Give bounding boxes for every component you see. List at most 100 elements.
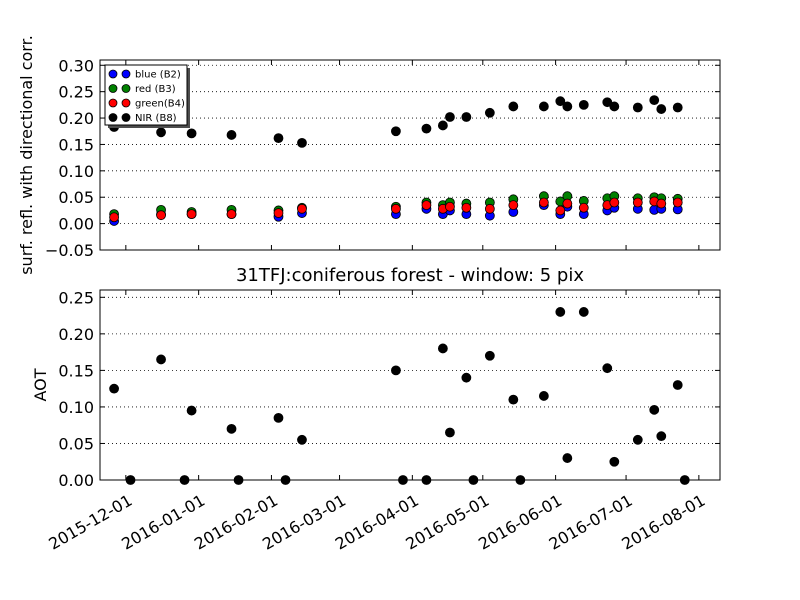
reflectance-point-series-3 (391, 126, 401, 137)
legend-label: NIR (B8) (135, 113, 177, 124)
reflectance-point-series-3 (672, 102, 683, 113)
aot-y-tick-label: 0.20 (58, 325, 94, 344)
reflectance-y-tick-label: 0.30 (58, 56, 94, 75)
aot-y-ticks: 0.00 0.05 0.10 0.15 0.20 0.25 (58, 288, 720, 490)
reflectance-point-series-2 (109, 212, 119, 223)
aot-point-series-0 (632, 434, 643, 445)
aot-plot-title: 31TFJ:coniferous forest - window: 5 pix (236, 265, 584, 286)
aot-point-series-0 (672, 380, 683, 390)
reflectance-point-series-2 (632, 197, 643, 208)
reflectance-point-series-3 (609, 101, 620, 112)
reflectance-y-tick-label: 0.10 (58, 162, 94, 181)
reflectance-point-series-2 (273, 208, 284, 218)
reflectance-y-tick-label: 0.00 (58, 215, 94, 234)
reflectance-point-series-2 (578, 202, 589, 213)
aot-y-tick-label: 0.00 (58, 471, 94, 490)
reflectance-points (109, 95, 683, 226)
aot-point-series-0 (226, 423, 237, 434)
reflectance-point-series-2 (609, 197, 620, 208)
aot-y-tick-label: 0.10 (58, 398, 94, 417)
aot-point-series-0 (602, 363, 613, 374)
reflectance-y-tick-label: −0.05 (45, 241, 94, 260)
legend-items: blue (B2) red (B3) green(B4) NIR (B8) (108, 69, 185, 124)
reflectance-y-tick-label: 0.25 (58, 83, 94, 102)
legend-marker (121, 113, 131, 122)
reflectance-point-series-3 (156, 127, 166, 138)
reflectance-y-tick-label: 0.20 (58, 109, 94, 128)
reflectance-point-series-2 (484, 203, 495, 214)
aot-y-tick-label: 0.25 (58, 288, 94, 307)
reflectance-point-series-2 (226, 209, 237, 220)
reflectance-point-series-3 (578, 99, 589, 110)
reflectance-point-series-3 (297, 137, 307, 148)
reflectance-point-series-2 (297, 203, 307, 214)
legend-label: blue (B2) (135, 70, 181, 81)
legend-marker (108, 113, 118, 122)
reflectance-point-series-2 (461, 202, 472, 213)
reflectance-plot: −0.05 0.00 0.05 0.10 0.15 0.20 0.25 0.30 surf. … (17, 35, 721, 275)
aot-point-series-0 (437, 343, 448, 354)
reflectance-point-series-3 (421, 123, 432, 134)
reflectance-point-series-3 (538, 101, 549, 112)
reflectance-point-series-3 (437, 120, 448, 131)
aot-point-series-0 (562, 453, 573, 463)
reflectance-point-series-2 (672, 197, 683, 208)
legend-marker (121, 98, 131, 108)
reflectance-y-axis-label: surf. refl. with directional corr. (17, 35, 36, 275)
legend: blue (B2) red (B3) green(B4) NIR (B8) (104, 64, 190, 128)
aot-point-series-0 (273, 412, 284, 423)
reflectance-y-tick-label: 0.05 (58, 188, 94, 207)
reflectance-point-series-3 (602, 97, 613, 108)
legend-marker (108, 84, 118, 93)
reflectance-point-series-3 (445, 112, 455, 122)
reflectance-y-tick-label: 0.15 (58, 135, 94, 154)
reflectance-point-series-3 (226, 130, 237, 140)
legend-marker (121, 84, 131, 93)
reflectance-point-series-2 (445, 201, 455, 212)
aot-point-series-0 (578, 307, 589, 317)
reflectance-point-series-3 (273, 133, 284, 144)
reflectance-y-ticks: −0.05 0.00 0.05 0.10 0.15 0.20 0.25 0.30 (45, 56, 720, 260)
aot-point-series-0 (609, 456, 620, 467)
reflectance-point-series-2 (186, 209, 197, 220)
aot-point-series-0 (555, 307, 566, 317)
aot-point-series-0 (649, 404, 660, 415)
reflectance-point-series-2 (538, 197, 549, 208)
legend-marker (108, 69, 118, 79)
reflectance-point-series-2 (156, 210, 166, 221)
reflectance-point-series-3 (461, 112, 472, 122)
reflectance-point-series-3 (562, 101, 573, 112)
reflectance-point-series-3 (186, 128, 197, 139)
reflectance-point-series-2 (555, 205, 566, 216)
reflectance-point-series-2 (656, 198, 667, 209)
aot-point-series-0 (461, 372, 472, 383)
aot-point-series-0 (186, 405, 197, 416)
legend-marker (121, 69, 131, 79)
reflectance-point-series-2 (391, 203, 401, 214)
aot-point-series-0 (156, 354, 166, 365)
aot-plot-frame (99, 289, 721, 481)
reflectance-point-series-2 (508, 200, 519, 211)
reflectance-point-series-3 (656, 104, 667, 114)
reflectance-point-series-3 (484, 107, 495, 118)
reflectance-point-series-2 (421, 200, 432, 211)
reflectance-x-ticks (125, 60, 700, 250)
aot-point-series-0 (656, 431, 667, 442)
aot-point-series-0 (391, 365, 401, 376)
reflectance-point-series-3 (649, 95, 660, 106)
reflectance-point-series-3 (555, 96, 566, 107)
legend-box (104, 64, 188, 126)
reflectance-plot-frame (99, 59, 721, 251)
aot-point-series-0 (297, 434, 307, 445)
reflectance-point-series-3 (508, 101, 519, 112)
aot-point-series-0 (445, 427, 455, 438)
aot-y-tick-label: 0.05 (58, 434, 94, 453)
aot-point-series-0 (109, 383, 119, 394)
reflectance-point-series-3 (632, 102, 643, 113)
reflectance-point-series-2 (562, 198, 573, 209)
aot-y-tick-label: 0.15 (58, 361, 94, 380)
aot-points (109, 307, 690, 485)
legend-label: green(B4) (135, 99, 185, 110)
aot-point-series-0 (484, 350, 495, 361)
